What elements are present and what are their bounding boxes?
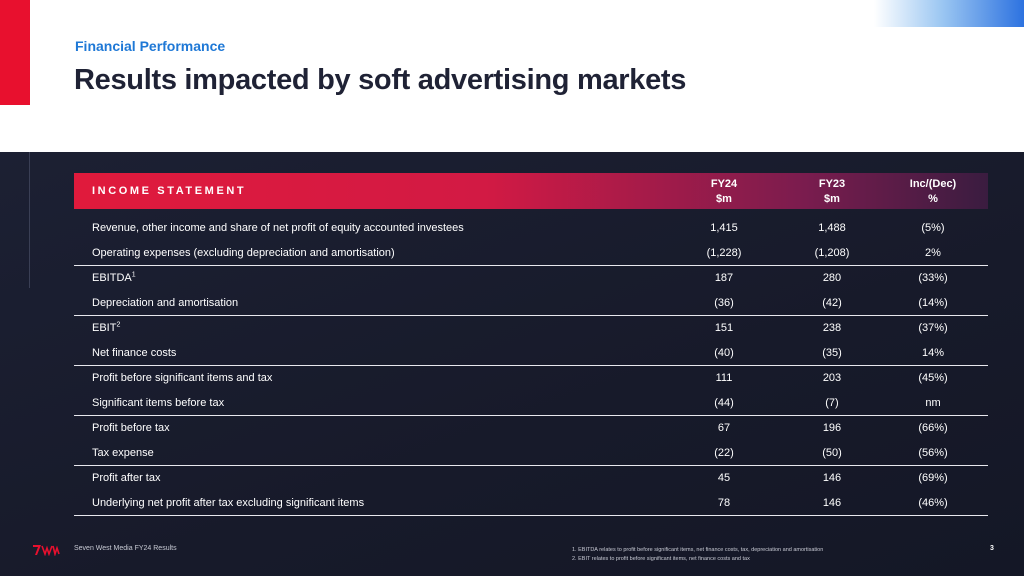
row-label: EBITDA1 xyxy=(92,271,136,284)
cell-change: (37%) xyxy=(918,322,948,334)
cell-fy23: (1,208) xyxy=(814,247,850,259)
row-label: Revenue, other income and share of net p… xyxy=(92,222,464,234)
section-label: Financial Performance xyxy=(75,38,226,54)
cell-fy24: 187 xyxy=(714,272,734,284)
row-label: Operating expenses (excluding depreciati… xyxy=(92,247,395,259)
page-title: Results impacted by soft advertising mar… xyxy=(74,64,687,96)
page-number: 3 xyxy=(990,545,994,552)
cell-change: 2% xyxy=(925,247,941,259)
table-row: Depreciation and amortisation (36) (42) (14… xyxy=(74,291,988,316)
cell-fy24: (36) xyxy=(714,297,734,309)
footnotes: 1. EBITDA relates to profit before signi… xyxy=(572,546,823,564)
footer-org: Seven West Media FY24 Results xyxy=(74,545,177,552)
table-row: Operating expenses (excluding depreciati… xyxy=(74,241,988,266)
cell-fy24: 111 xyxy=(715,372,733,384)
table-row: Profit after tax 45 146 (69%) xyxy=(74,466,988,491)
table-row: Underlying net profit after tax excludin… xyxy=(74,491,988,516)
cell-fy23: 196 xyxy=(822,422,842,434)
header-area: Financial Performance Results impacted b… xyxy=(0,0,1024,152)
cell-fy24: (1,228) xyxy=(706,247,742,259)
accent-red-bar xyxy=(0,0,30,105)
cell-fy23: 146 xyxy=(822,497,842,509)
table-row: Tax expense (22) (50) (56%) xyxy=(74,441,988,466)
cell-fy24: 151 xyxy=(714,322,734,334)
accent-blue-gradient xyxy=(874,0,1024,27)
cell-change: (5%) xyxy=(921,222,945,234)
cell-fy23: 1,488 xyxy=(818,222,846,234)
row-label: EBIT2 xyxy=(92,321,121,334)
row-label: Underlying net profit after tax excludin… xyxy=(92,497,365,509)
table-row: Revenue, other income and share of net p… xyxy=(74,216,988,241)
column-header-fy23: FY23 $m xyxy=(818,178,846,205)
cell-fy24: 1,415 xyxy=(710,222,738,234)
table-row: Significant items before tax (44) (7) nm xyxy=(74,391,988,416)
content-panel xyxy=(0,152,1024,576)
footnote-2: 2. EBIT relates to profit before signifi… xyxy=(572,556,750,562)
table-row: EBITDA1 187 280 (33%) xyxy=(74,266,988,291)
table-header: INCOME STATEMENT FY24 $m FY23 $m Inc/(Dec)… xyxy=(74,173,988,209)
cell-fy24: (44) xyxy=(714,397,734,409)
cell-change: (56%) xyxy=(918,447,948,459)
cell-fy23: 146 xyxy=(822,472,842,484)
cell-fy24: (22) xyxy=(714,447,734,459)
column-header-fy24: FY24 $m xyxy=(710,178,738,205)
cell-fy24: 78 xyxy=(717,497,731,509)
row-label: Tax expense xyxy=(92,447,154,459)
cell-change: (46%) xyxy=(918,497,948,509)
row-label: Depreciation and amortisation xyxy=(92,297,239,309)
cell-fy23: (50) xyxy=(822,447,842,459)
cell-change: (14%) xyxy=(918,297,948,309)
column-header-change: Inc/(Dec)% xyxy=(909,178,957,205)
row-label: Profit after tax xyxy=(92,472,161,484)
row-divider xyxy=(74,315,988,316)
cell-change: (33%) xyxy=(918,272,948,284)
row-label: Profit before significant items and tax xyxy=(92,372,273,384)
decorative-line xyxy=(29,152,30,288)
cell-fy23: 280 xyxy=(822,272,842,284)
cell-change: 14% xyxy=(921,347,945,359)
footnote-1: 1. EBITDA relates to profit before signi… xyxy=(572,547,824,553)
cell-change: (45%) xyxy=(918,372,948,384)
cell-fy23: (7) xyxy=(825,397,839,409)
table-row: Profit before tax 67 196 (66%) xyxy=(74,416,988,441)
cell-change: (69%) xyxy=(918,472,948,484)
cell-fy23: (35) xyxy=(822,347,842,359)
table-heading: INCOME STATEMENT xyxy=(92,185,247,197)
row-divider xyxy=(74,365,988,366)
row-divider xyxy=(74,465,988,466)
row-divider xyxy=(74,515,988,516)
cell-change: nm xyxy=(925,397,941,409)
table-row: Net finance costs (40) (35) 14% xyxy=(74,341,988,366)
table-row: EBIT2 151 238 (37%) xyxy=(74,316,988,341)
row-label: Net finance costs xyxy=(92,347,177,359)
row-label: Profit before tax xyxy=(92,422,170,434)
footnote-ref: 1 xyxy=(131,271,136,279)
cell-change: (66%) xyxy=(918,422,948,434)
seven-west-media-logo-icon xyxy=(33,545,60,556)
cell-fy24: (40) xyxy=(714,347,734,359)
row-label: Significant items before tax xyxy=(92,397,225,409)
cell-fy23: (42) xyxy=(822,297,842,309)
cell-fy24: 67 xyxy=(717,422,731,434)
row-divider xyxy=(74,265,988,266)
cell-fy23: 203 xyxy=(822,372,842,384)
cell-fy24: 45 xyxy=(717,472,731,484)
cell-fy23: 238 xyxy=(822,322,842,334)
table-row: Profit before significant items and tax 1… xyxy=(74,366,988,391)
footnote-ref: 2 xyxy=(116,321,121,329)
row-divider xyxy=(74,415,988,416)
